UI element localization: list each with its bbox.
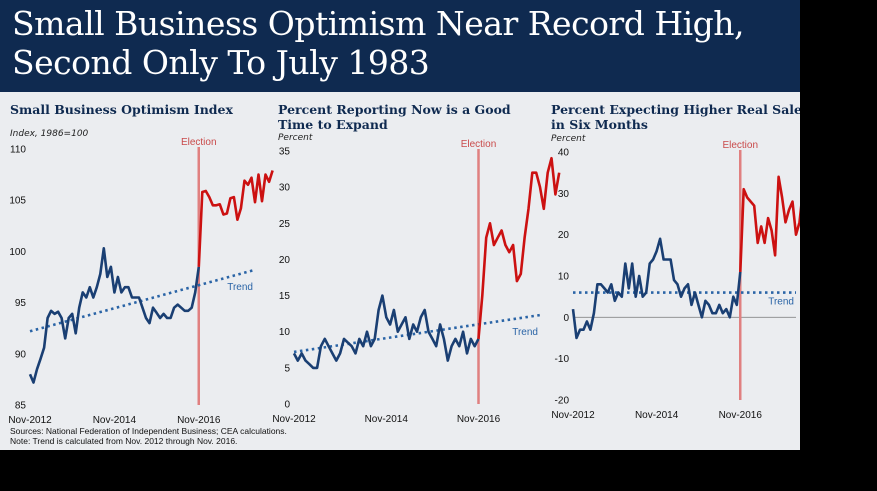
- y-tick-label: 90: [15, 349, 27, 360]
- footnotes: Sources: National Federation of Independ…: [10, 426, 287, 446]
- y-tick-label: 10: [558, 272, 570, 283]
- x-tick-label: Nov-2014: [93, 415, 137, 426]
- chart-title: Percent Reporting Now is a Good Time to …: [278, 102, 511, 132]
- x-tick-label: Nov-2016: [719, 410, 763, 421]
- y-tick-label: 5: [284, 363, 290, 374]
- pre-election-series: [28, 247, 201, 384]
- y-tick-label: 25: [279, 219, 291, 230]
- higher-real-sales-chart: -20 -10 0 10 20 30 40 Nov-2012 Nov-2014 Nov-2016 E…: [551, 140, 800, 421]
- optimism-index-chart: 85 90 95 100 105 110 Nov-2012 Nov-2014 Nov-2016 E…: [8, 137, 274, 426]
- post-election-series: [477, 156, 561, 340]
- chart-subtitle: Percent: [551, 134, 586, 144]
- y-tick-label: 30: [558, 189, 570, 200]
- y-tick-label: 30: [279, 183, 291, 194]
- slide: Small Business Optimism Near Record High…: [0, 0, 800, 450]
- y-tick-label: 95: [15, 298, 27, 309]
- trend-note: Note: Trend is calculated from Nov. 2012…: [10, 436, 238, 446]
- y-tick-label: 110: [10, 145, 26, 156]
- pre-election-series: [571, 237, 742, 340]
- chart-subtitle: Index, 1986=100: [10, 129, 89, 139]
- election-label: Election: [181, 137, 217, 148]
- post-election-series: [739, 175, 800, 272]
- x-tick-label: Nov-2016: [457, 414, 501, 425]
- headline: Small Business Optimism Near Record High…: [12, 4, 745, 82]
- chart-title: Small Business Optimism Index: [10, 102, 233, 117]
- y-tick-label: 20: [558, 230, 570, 241]
- y-tick-label: 100: [9, 247, 26, 258]
- x-tick-label: Nov-2012: [8, 415, 52, 426]
- y-tick-label: 85: [15, 401, 27, 412]
- y-tick-label: 0: [563, 313, 569, 324]
- x-tick-label: Nov-2012: [272, 414, 316, 425]
- chart-subtitle: Percent: [278, 133, 313, 143]
- y-tick-label: 105: [9, 196, 26, 207]
- y-tick-label: 20: [279, 255, 291, 266]
- election-label: Election: [722, 140, 758, 151]
- trend-label: Trend: [768, 297, 794, 308]
- pre-election-series: [292, 294, 480, 370]
- trend-line: [29, 268, 256, 333]
- chart-title: Percent Expecting Higher Real Sales in S…: [551, 102, 800, 132]
- trend-line: [293, 313, 541, 354]
- title-banner: Small Business Optimism Near Record High…: [0, 0, 800, 92]
- x-tick-label: Nov-2014: [635, 410, 679, 421]
- y-tick-label: 10: [279, 327, 291, 338]
- x-tick-label: Nov-2012: [551, 410, 595, 421]
- x-tick-label: Nov-2014: [365, 414, 409, 425]
- y-tick-label: 15: [279, 291, 291, 302]
- y-tick-label: -20: [555, 396, 570, 407]
- trend-label: Trend: [227, 282, 253, 293]
- trend-label: Trend: [512, 327, 538, 338]
- good-time-to-expand-chart: 0 5 10 15 20 25 30 35 Nov-2012 Nov-2014 Nov-2016 El…: [272, 139, 561, 425]
- x-tick-label: Nov-2016: [177, 415, 221, 426]
- y-tick-label: 40: [558, 148, 570, 159]
- y-tick-label: -10: [555, 354, 570, 365]
- y-tick-label: 35: [279, 147, 291, 158]
- election-label: Election: [461, 139, 497, 150]
- post-election-series: [197, 170, 274, 267]
- y-tick-label: 0: [284, 400, 290, 411]
- sources-note: Sources: National Federation of Independ…: [10, 426, 287, 436]
